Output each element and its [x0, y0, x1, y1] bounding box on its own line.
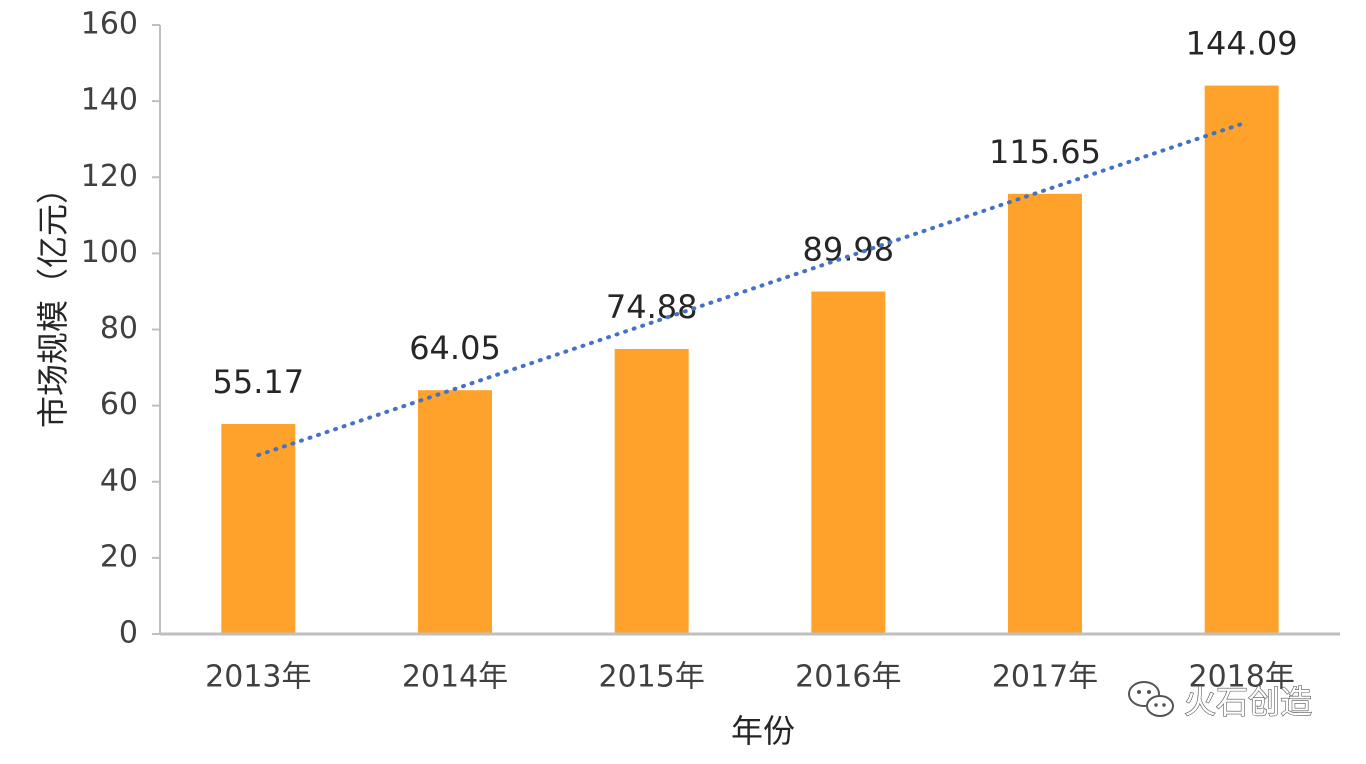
y-tick-label: 80 — [100, 311, 138, 346]
trendline — [256, 121, 1244, 458]
y-axis-title: 市场规模（亿元） — [34, 172, 72, 428]
watermark: 火石创造 — [1128, 681, 1313, 722]
x-tick-label: 2014年 — [402, 660, 508, 695]
y-tick-label: 140 — [81, 83, 138, 118]
wechat-icon — [1128, 681, 1174, 717]
x-tick-label: 2015年 — [598, 660, 704, 695]
watermark-text: 火石创造 — [1184, 683, 1312, 721]
y-tick-label: 40 — [100, 463, 138, 498]
x-tick-label: 2013年 — [205, 660, 311, 695]
x-tick-label: 2016年 — [795, 660, 901, 695]
data-label: 74.88 — [606, 288, 698, 326]
data-labels: 55.17 64.05 74.88 89.98 115.65 144.09 — [213, 25, 1298, 401]
y-tick-label: 60 — [100, 387, 138, 422]
y-tick-label: 0 — [119, 616, 138, 651]
bar-2014年 — [418, 390, 492, 634]
bar-2013年 — [221, 424, 296, 634]
x-tick-label: 2017年 — [992, 660, 1098, 695]
bars — [221, 85, 1279, 634]
data-label: 144.09 — [1186, 25, 1298, 63]
data-label: 89.98 — [803, 231, 895, 269]
y-tick-label: 120 — [81, 159, 138, 194]
y-axis-ticks: 0 20 40 60 80 100 120 140 160 — [81, 7, 160, 651]
data-label: 115.65 — [989, 133, 1101, 171]
bar-2016年 — [811, 291, 886, 634]
y-tick-label: 100 — [81, 235, 138, 270]
x-tick-label: 2018年 — [1188, 660, 1294, 695]
x-axis-title: 年份 — [731, 712, 795, 750]
data-label: 64.05 — [409, 329, 501, 367]
data-label: 55.17 — [213, 363, 305, 401]
bar-2018年 — [1204, 85, 1279, 634]
bar-2015年 — [614, 348, 689, 634]
x-axis-ticks: 2013年 2014年 2015年 2016年 2017年 2018年 — [205, 660, 1295, 695]
bar-2017年 — [1008, 193, 1082, 634]
y-tick-label: 20 — [100, 539, 138, 574]
y-tick-label: 160 — [81, 7, 138, 42]
